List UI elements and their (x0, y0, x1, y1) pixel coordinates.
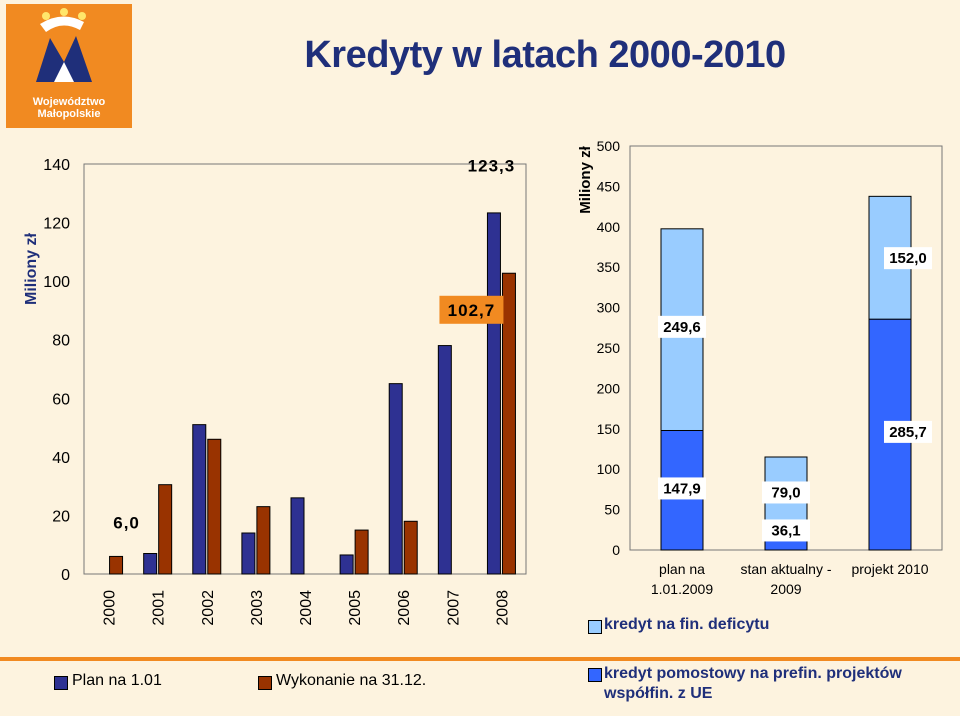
data-label-bg (884, 420, 932, 443)
x-tick-label: stan aktualny - (740, 561, 831, 577)
bar-wykonanie (207, 438, 222, 575)
y-tick-label: 40 (52, 450, 70, 467)
y-tick-label: 250 (597, 340, 621, 356)
bar-wykonanie (158, 484, 173, 575)
y-tick-label: 120 (43, 216, 70, 233)
data-label: 152,0 (889, 250, 927, 267)
bar-plan (388, 383, 403, 575)
legend-chart2-top: kredyt na fin. deficytu (584, 614, 954, 640)
chart-credits-2000-2008: 0 20 40 60 80 100 120 140 Miliony zł 2000 2001 2002… (23, 156, 527, 626)
x-tick-label: projekt 2010 (851, 561, 928, 577)
x-tick-label: 2001 (151, 590, 168, 626)
data-label: 102,7 (448, 301, 496, 320)
x-tick-label: 2007 (445, 590, 462, 626)
bar-plan (192, 424, 207, 575)
y-axis-label: Miliony zł (577, 145, 594, 213)
legend-swatch-wykonanie (258, 676, 272, 690)
data-label: 147,9 (663, 480, 701, 497)
x-tick-label: 2002 (200, 590, 217, 626)
bar-wykonanie (109, 555, 124, 575)
logo-line2: Małopolskie (37, 108, 101, 120)
data-label: 6,0 (113, 513, 140, 532)
bar-plan (486, 212, 501, 575)
data-label-bg (658, 477, 706, 500)
y-tick-label: 20 (52, 508, 70, 525)
x-tick-label: 2008 (494, 590, 511, 626)
plot-area (83, 163, 527, 575)
y-tick-label: 0 (612, 542, 620, 558)
x-tick-label: 1.01.2009 (651, 581, 713, 597)
legend-chart2-bottom: kredyt pomostowy na prefin. projektów ws… (584, 662, 956, 706)
x-tick-label: 2005 (347, 590, 364, 626)
y-tick-label: 80 (52, 333, 70, 350)
legend-label-deficyt: kredyt na fin. deficytu (604, 616, 770, 633)
x-tick-label: 2000 (102, 590, 119, 626)
legend-swatch-deficyt (588, 620, 602, 634)
y-tick-label: 300 (597, 300, 621, 316)
data-label: 123,3 (468, 156, 516, 175)
y-tick-label: 100 (43, 274, 70, 291)
y-tick-label: 140 (43, 157, 70, 174)
data-label: 285,7 (889, 424, 927, 441)
legend-label-plan: Plan na 1.01 (72, 672, 162, 689)
y-tick-label: 0 (61, 567, 70, 584)
bar-plan (339, 554, 354, 575)
legend-label-wykonanie: Wykonanie na 31.12. (276, 672, 427, 689)
x-tick-label: 2006 (396, 590, 413, 626)
y-tick-label: 450 (597, 178, 621, 194)
divider (0, 657, 960, 661)
legend-swatch-plan (54, 676, 68, 690)
legend-chart1: Plan na 1.01 Wykonanie na 31.12. (40, 668, 500, 698)
y-tick-label: 200 (597, 380, 621, 396)
legend-label-pomostowy: kredyt pomostowy na prefin. projektów ws… (604, 665, 902, 702)
bar-wykonanie (501, 272, 516, 575)
y-tick-label: 500 (597, 138, 621, 154)
x-tick-label: 2009 (770, 581, 801, 597)
x-tick-label: plan na (659, 561, 705, 577)
y-tick-label: 150 (597, 421, 621, 437)
bar-wykonanie (403, 520, 418, 575)
y-axis-label: Miliony zł (23, 232, 40, 305)
data-label-bg (762, 519, 810, 542)
x-tick-label: 2004 (298, 590, 315, 626)
y-tick-label: 350 (597, 259, 621, 275)
y-tick-label: 60 (52, 391, 70, 408)
bar-wykonanie (256, 506, 271, 575)
data-label-bg (439, 295, 504, 324)
data-label-bg (658, 315, 706, 338)
legend-swatch-pomostowy (588, 668, 602, 682)
data-label: 79,0 (771, 484, 800, 501)
bar-plan (241, 532, 256, 575)
data-label-bg (884, 247, 932, 270)
data-label: 36,1 (771, 522, 800, 539)
data-label-bg (762, 481, 810, 504)
bar-plan (437, 345, 452, 575)
logo-emblem-icon (36, 8, 92, 82)
y-tick-label: 100 (597, 461, 621, 477)
page-title: Kredyty w latach 2000-2010 (304, 34, 786, 76)
logo-text: Województwo Małopolskie (6, 96, 132, 120)
data-label: 249,6 (663, 319, 701, 336)
bar-wykonanie (354, 529, 369, 575)
bar-plan (143, 553, 158, 575)
logo-line1: Województwo (32, 96, 106, 108)
y-tick-label: 50 (604, 502, 620, 518)
logo: Województwo Małopolskie (6, 4, 132, 128)
x-tick-label: 2003 (249, 590, 266, 626)
y-tick-label: 400 (597, 219, 621, 235)
bar-plan (290, 497, 305, 575)
